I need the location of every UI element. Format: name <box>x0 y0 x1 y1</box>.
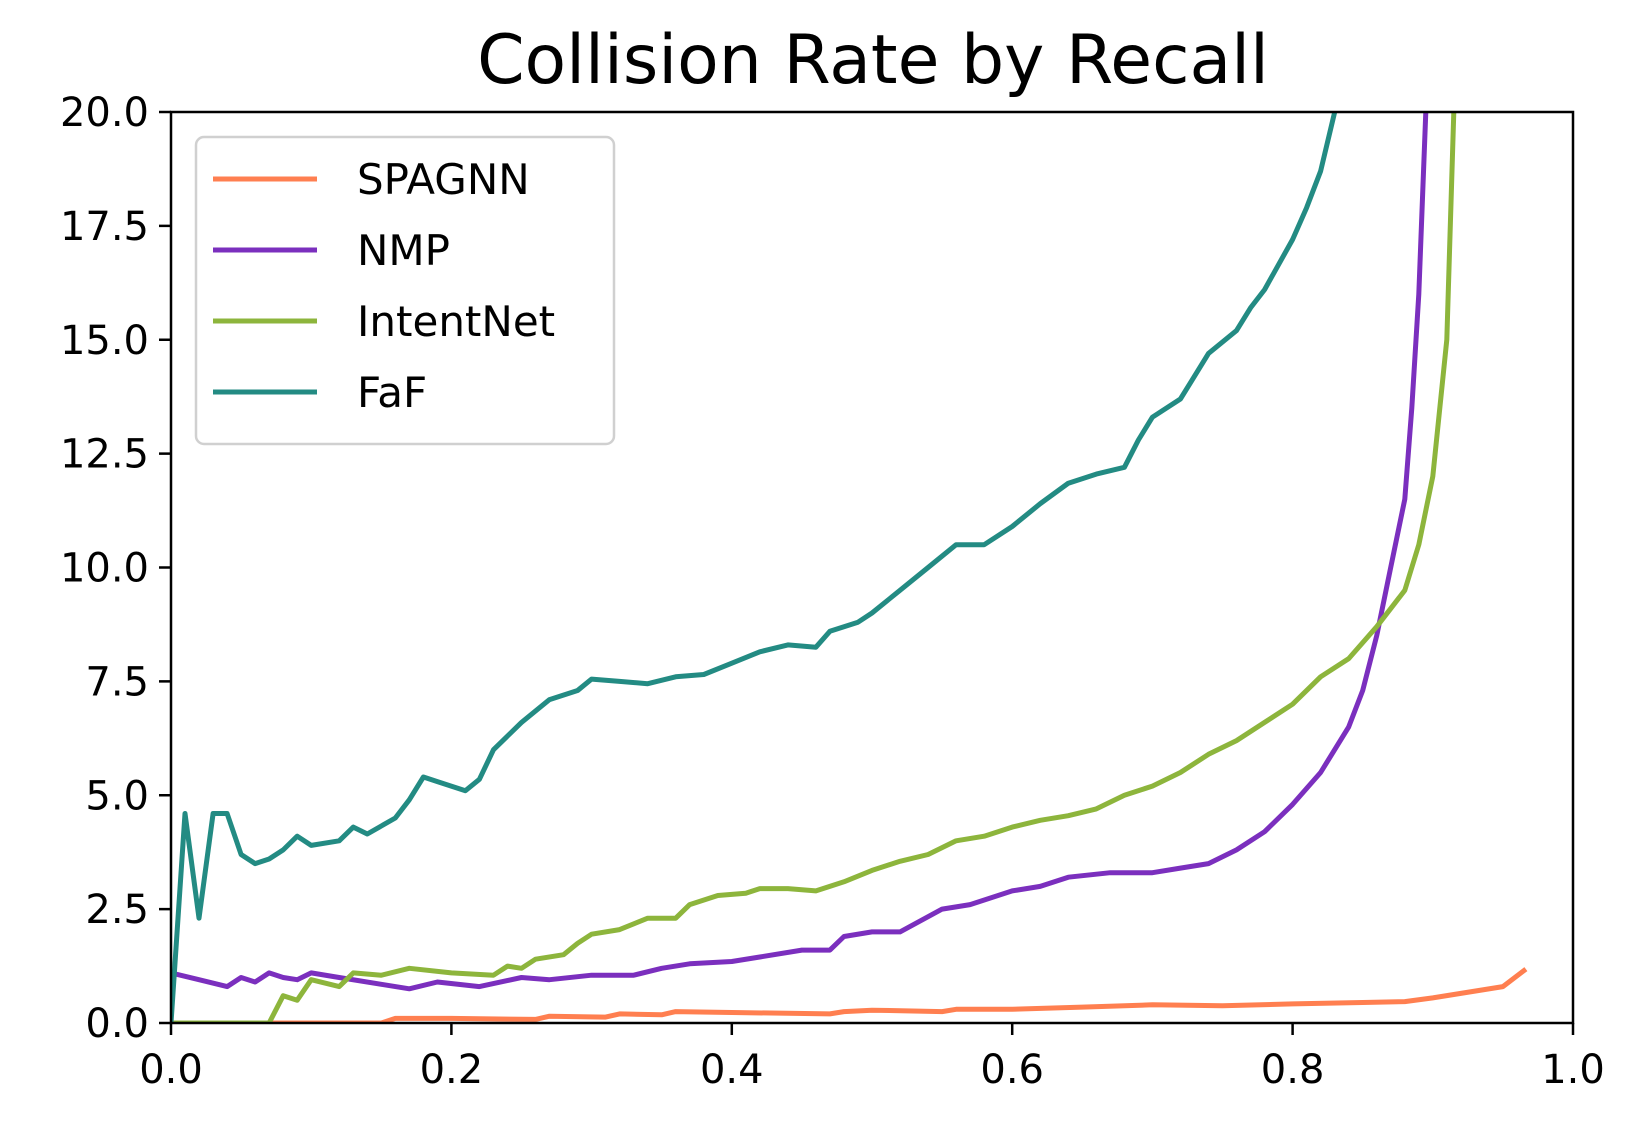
legend-frame <box>194 135 616 446</box>
y-tick-label: 7.5 <box>85 659 149 705</box>
series-layer <box>171 112 1528 1023</box>
y-tick-label: 2.5 <box>85 887 149 933</box>
x-tick-label: 0.0 <box>139 1047 203 1093</box>
y-tick-label: 20.0 <box>60 90 149 136</box>
legend-label-spagnn: SPAGNN <box>357 155 530 204</box>
x-axis: 0.0 0.2 0.4 0.6 0.8 1.0 <box>139 1023 1605 1093</box>
y-tick-label: 10.0 <box>60 546 149 592</box>
y-tick-label: 0.0 <box>85 1001 149 1047</box>
series-line-spagnn <box>171 967 1528 1023</box>
y-axis: 0.0 2.5 5.0 7.5 10.0 12.5 15.0 17.5 20.0 <box>60 90 171 1047</box>
x-tick-label: 1.0 <box>1541 1047 1605 1093</box>
x-tick-label: 0.2 <box>420 1047 484 1093</box>
y-tick-label: 17.5 <box>60 204 149 250</box>
legend: SPAGNN NMP IntentNet FaF <box>194 135 616 446</box>
legend-label-intentnet: IntentNet <box>357 297 555 346</box>
series-line-intentnet <box>171 112 1457 1023</box>
y-tick-label: 15.0 <box>60 318 149 364</box>
series-line-nmp <box>171 112 1429 992</box>
chart-title: Collision Rate by Recall <box>477 21 1269 100</box>
y-tick-label: 5.0 <box>85 773 149 819</box>
series-line-faf <box>171 112 1338 1023</box>
x-tick-label: 0.6 <box>980 1047 1044 1093</box>
x-tick-label: 0.4 <box>700 1047 764 1093</box>
legend-label-faf: FaF <box>357 368 427 417</box>
x-tick-label: 0.8 <box>1261 1047 1325 1093</box>
legend-label-nmp: NMP <box>357 226 450 275</box>
y-tick-label: 12.5 <box>60 432 149 478</box>
